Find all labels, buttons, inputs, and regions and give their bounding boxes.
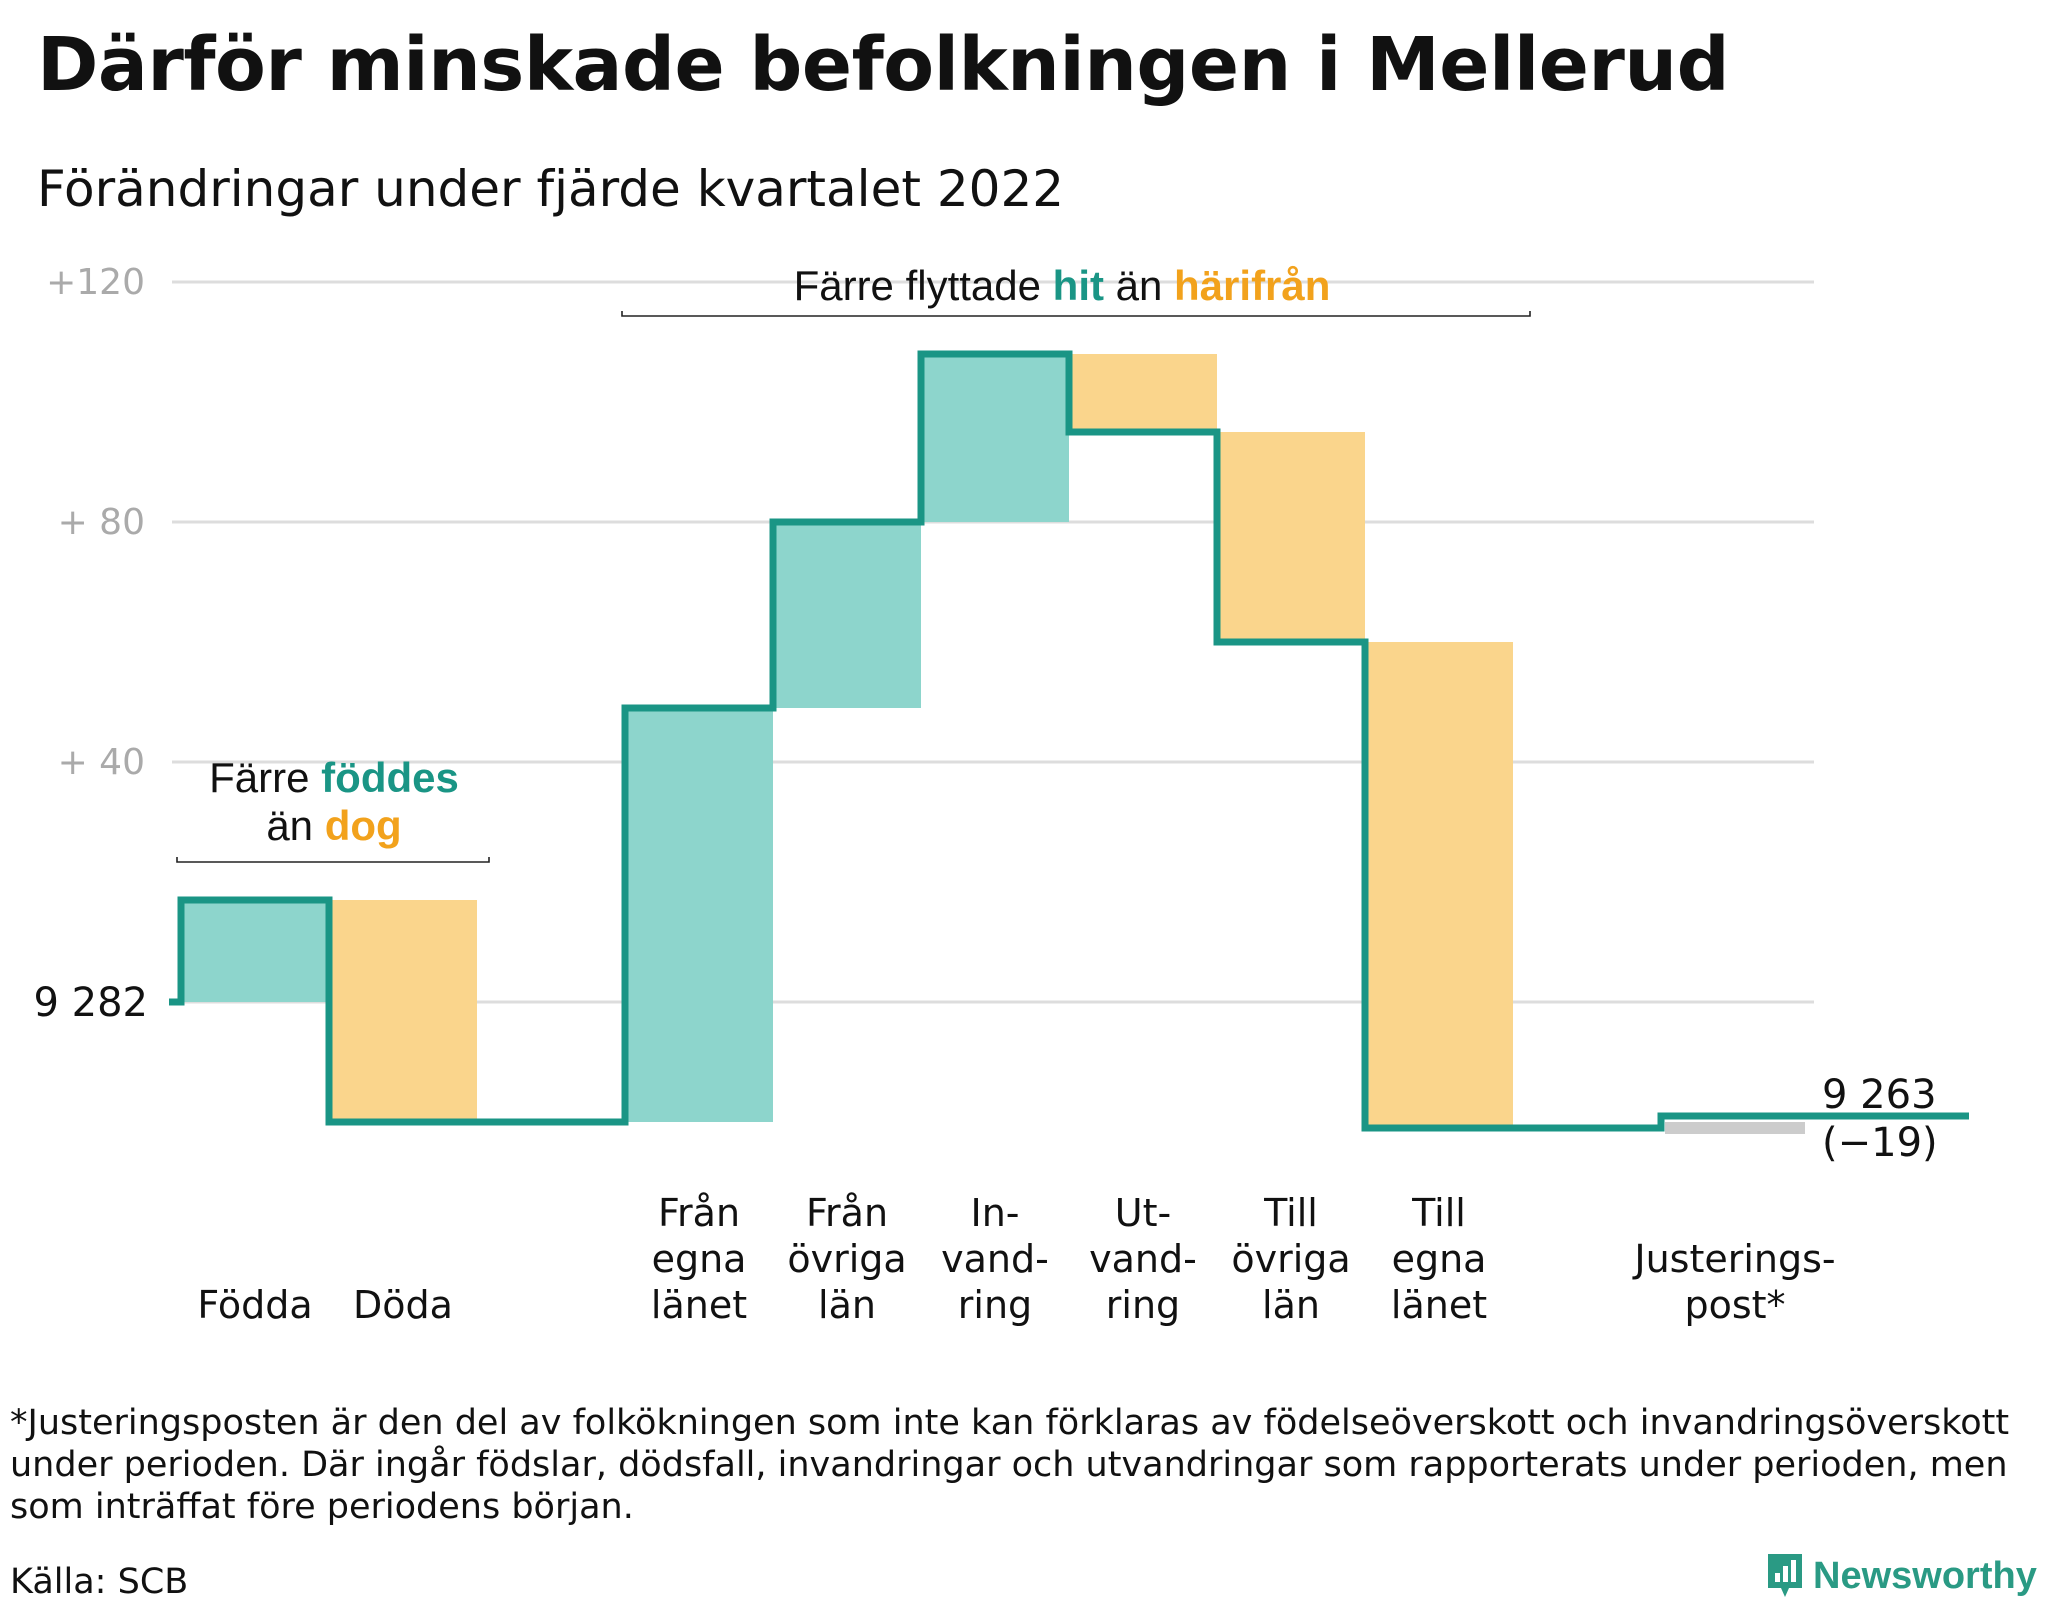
category-label: länet — [651, 1283, 747, 1327]
category-label: länet — [1391, 1283, 1487, 1327]
category-label: vand- — [941, 1237, 1049, 1281]
category-label: ring — [958, 1283, 1032, 1327]
category-label: län — [1262, 1283, 1320, 1327]
bar-decrease — [1217, 432, 1365, 642]
category-label: Ut- — [1115, 1191, 1171, 1235]
category-label: övriga — [787, 1237, 906, 1281]
chart-title: Därför minskade befolkningen i Mellerud — [37, 22, 1730, 108]
annotation-births-deaths-line2: än dog — [266, 802, 401, 849]
category-label: Justerings- — [1632, 1237, 1835, 1281]
category-label: egna — [652, 1237, 747, 1281]
y-tick-label: + 40 — [58, 742, 145, 783]
category-label: Döda — [353, 1283, 453, 1327]
bar-decrease — [329, 900, 477, 1122]
category-label: Från — [658, 1191, 740, 1235]
category-label: län — [818, 1283, 876, 1327]
newsworthy-logo-icon — [1768, 1554, 1802, 1597]
chart-subtitle: Förändringar under fjärde kvartalet 2022 — [37, 160, 1065, 218]
footnote: *Justeringsposten är den del av folkökni… — [10, 1403, 2010, 1527]
annotation-bracket-migration — [621, 311, 1531, 317]
y-tick-label: + 80 — [58, 502, 145, 543]
annotation-births-deaths-line1: Färre föddes — [209, 754, 459, 801]
category-label: Till — [1411, 1191, 1466, 1235]
category-label: Från — [806, 1191, 888, 1235]
bar-decrease — [1069, 354, 1217, 432]
source-label: Källa: SCB — [10, 1562, 189, 1602]
y-tick-label: +120 — [46, 262, 145, 303]
category-label: In- — [970, 1191, 1019, 1235]
bar-adjustment — [1665, 1122, 1805, 1134]
annotation-migration: Färre flyttade hit än härifrån — [794, 262, 1331, 309]
start-value-label: 9 282 — [33, 980, 148, 1026]
bar-increase — [625, 708, 773, 1122]
bar-increase — [181, 900, 329, 1002]
end-change-label: (−19) — [1822, 1120, 1938, 1166]
category-label: vand- — [1089, 1237, 1197, 1281]
brand-name: Newsworthy — [1813, 1554, 2037, 1597]
category-label: Födda — [197, 1283, 312, 1327]
bar-decrease — [1365, 642, 1513, 1128]
step-line — [169, 350, 1969, 1132]
category-label: post* — [1684, 1283, 1785, 1327]
annotation-bracket-births-deaths — [176, 857, 490, 863]
category-label: ring — [1106, 1283, 1180, 1327]
bar-increase — [921, 354, 1069, 522]
category-label: egna — [1392, 1237, 1487, 1281]
brand-logo[interactable]: Newsworthy — [1765, 1548, 2037, 1604]
end-value-label: 9 263 — [1822, 1072, 1937, 1118]
category-label: Till — [1263, 1191, 1318, 1235]
category-label: övriga — [1231, 1237, 1350, 1281]
bar-increase — [773, 522, 921, 708]
